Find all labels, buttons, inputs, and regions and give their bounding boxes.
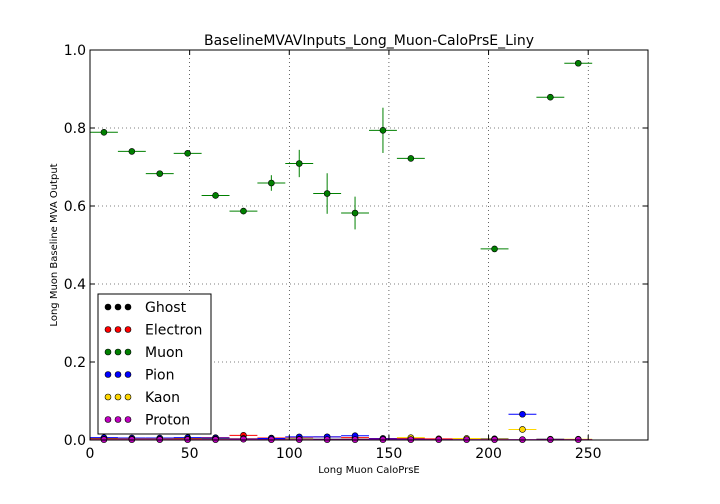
data-point-muon [128, 148, 136, 155]
legend-label: Ghost [145, 300, 187, 316]
y-tick-label: 0.4 [64, 277, 86, 293]
legend-label: Proton [145, 413, 190, 429]
x-tick-label: 0 [86, 446, 95, 462]
y-tick-label: 0.2 [64, 355, 86, 371]
legend-item-muon: Muon [104, 345, 183, 361]
legend-label: Pion [145, 368, 174, 384]
legend-marker [124, 393, 132, 401]
legend-marker [124, 326, 132, 333]
legend-marker [114, 393, 122, 401]
legend-item-proton: Proton [104, 413, 190, 429]
legend-marker [114, 348, 122, 356]
legend-marker [124, 348, 132, 356]
series-muon [90, 59, 593, 253]
data-point-muon [351, 209, 359, 217]
legend-marker [124, 371, 132, 378]
ticks: 0 50 100 150 200 250 0.0 0.2 0.4 0.6 0.8 1.0 [64, 43, 648, 462]
data-point-proton [240, 435, 247, 443]
data-point-muon [268, 179, 275, 187]
legend: Ghost Electron Muon Pion Kaon Proton [97, 293, 212, 435]
legend-label: Muon [145, 345, 183, 361]
data-point-muon [407, 155, 415, 162]
chart-title: BaselineMVAVInputs_Long_Muon-CaloPrsE_Li… [204, 33, 534, 49]
legend-label: Electron [145, 323, 202, 339]
data-point-muon [184, 150, 191, 157]
legend-marker [104, 303, 112, 311]
y-tick-label: 1.0 [64, 43, 86, 59]
data-point-muon [295, 160, 303, 167]
legend-item-electron: Electron [104, 323, 202, 339]
data-point-pion [519, 410, 526, 418]
plot-frame [89, 49, 649, 441]
legend-marker [104, 416, 112, 423]
x-tick-label: 150 [376, 446, 403, 462]
data-point-muon [547, 93, 554, 101]
data-point-muon [491, 245, 498, 253]
data-point-kaon [519, 426, 526, 433]
data-point-muon [100, 128, 108, 136]
x-tick-label: 250 [575, 446, 602, 462]
data-point-muon [574, 59, 582, 67]
y-tick-label: 0.8 [64, 121, 86, 137]
data-point-muon [323, 190, 331, 197]
x-tick-label: 50 [181, 446, 199, 462]
legend-marker [114, 326, 122, 333]
data-point-muon [212, 192, 219, 199]
legend-item-pion: Pion [104, 368, 174, 384]
legend-marker [104, 326, 112, 333]
legend-marker [124, 303, 132, 311]
legend-label: Kaon [145, 390, 180, 406]
legend-item-ghost: Ghost [104, 300, 187, 316]
legend-marker [114, 303, 122, 311]
legend-marker [104, 393, 112, 401]
y-tick-label: 0.6 [64, 199, 86, 215]
y-axis-label: Long Muon Baseline MVA Output [49, 163, 60, 326]
legend-marker [124, 416, 132, 423]
x-tick-label: 100 [276, 446, 303, 462]
legend-item-kaon: Kaon [104, 390, 180, 406]
legend-box [97, 293, 212, 435]
legend-marker [114, 416, 122, 423]
y-tick-label: 0.0 [64, 433, 86, 449]
x-axis-label: Long Muon CaloPrsE [318, 465, 419, 476]
data-point-muon [379, 127, 387, 134]
legend-marker [114, 371, 122, 378]
legend-marker [104, 371, 112, 378]
data-point-muon [156, 170, 164, 177]
x-tick-label: 200 [475, 446, 502, 462]
data-point-muon [240, 207, 247, 215]
legend-marker [104, 348, 112, 356]
